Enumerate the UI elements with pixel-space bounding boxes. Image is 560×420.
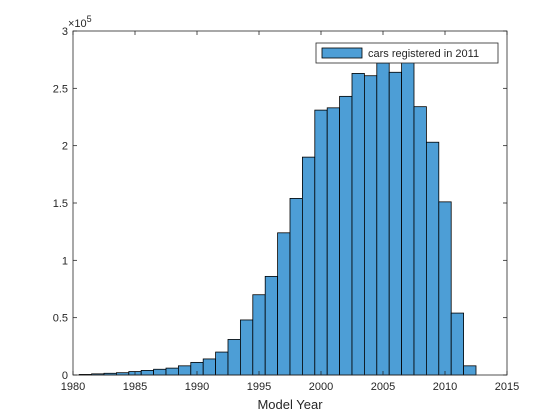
bar-2008 bbox=[413, 106, 427, 376]
bar-2011 bbox=[450, 312, 465, 376]
x-tick-label: 2000 bbox=[309, 381, 333, 393]
bar-1998 bbox=[289, 198, 303, 376]
y-tick-label: 2.5 bbox=[53, 83, 68, 95]
axes-box bbox=[72, 30, 508, 376]
bar-1993 bbox=[227, 339, 241, 376]
y-exponent-base: ×10 bbox=[68, 18, 87, 30]
y-axis-ticks: 0 0.5 1 1.5 2 2.5 3 bbox=[53, 26, 507, 382]
x-tick-label: 1985 bbox=[123, 381, 147, 393]
x-tick-label: 2015 bbox=[495, 381, 519, 393]
x-tick-label: 1980 bbox=[61, 381, 85, 393]
legend-swatch bbox=[321, 47, 363, 59]
x-tick-label: 1990 bbox=[185, 381, 209, 393]
bar-1991 bbox=[202, 358, 216, 376]
legend: cars registered in 2011 bbox=[315, 42, 499, 64]
legend-label: cars registered in 2011 bbox=[368, 48, 479, 60]
bar-1996 bbox=[264, 275, 279, 376]
bar-2004 bbox=[363, 75, 378, 376]
x-axis-ticks: 1980 1985 1990 1995 2000 2005 2010 2015 bbox=[61, 31, 519, 393]
bar-2005 bbox=[376, 62, 390, 376]
y-axis-exponent: ×105 bbox=[68, 14, 92, 30]
bar-2007 bbox=[401, 59, 415, 376]
bar-1987 bbox=[153, 368, 167, 376]
bar-2001 bbox=[326, 107, 341, 376]
bar-1989 bbox=[177, 365, 192, 376]
bar-2010 bbox=[438, 201, 452, 376]
bar-2012 bbox=[463, 365, 477, 376]
x-tick-label: 1995 bbox=[247, 381, 271, 393]
x-tick-label: 2010 bbox=[433, 381, 457, 393]
bar-1995 bbox=[252, 294, 266, 376]
x-tick-label: 2005 bbox=[371, 381, 395, 393]
bars-group bbox=[78, 59, 477, 376]
bar-2006 bbox=[388, 71, 403, 376]
y-tick-label: 0 bbox=[62, 370, 68, 382]
bar-1997 bbox=[277, 232, 291, 376]
y-tick-label: 1 bbox=[62, 255, 68, 267]
y-tick-label: 3 bbox=[62, 26, 68, 38]
y-exponent-power: 5 bbox=[87, 14, 92, 24]
bar-1999 bbox=[301, 156, 316, 376]
bar-1988 bbox=[165, 367, 179, 376]
bar-1992 bbox=[215, 351, 229, 376]
bar-1994 bbox=[239, 319, 254, 376]
bar-2003 bbox=[351, 73, 365, 376]
y-tick-label: 0.5 bbox=[53, 313, 68, 325]
bar-2002 bbox=[339, 95, 353, 376]
y-tick-label: 2 bbox=[62, 141, 68, 153]
bar-2009 bbox=[425, 141, 440, 376]
y-tick-label: 1.5 bbox=[53, 198, 68, 210]
bar-2000 bbox=[314, 109, 328, 376]
x-axis-label: Model Year bbox=[257, 397, 323, 412]
bar-1986 bbox=[140, 370, 154, 376]
